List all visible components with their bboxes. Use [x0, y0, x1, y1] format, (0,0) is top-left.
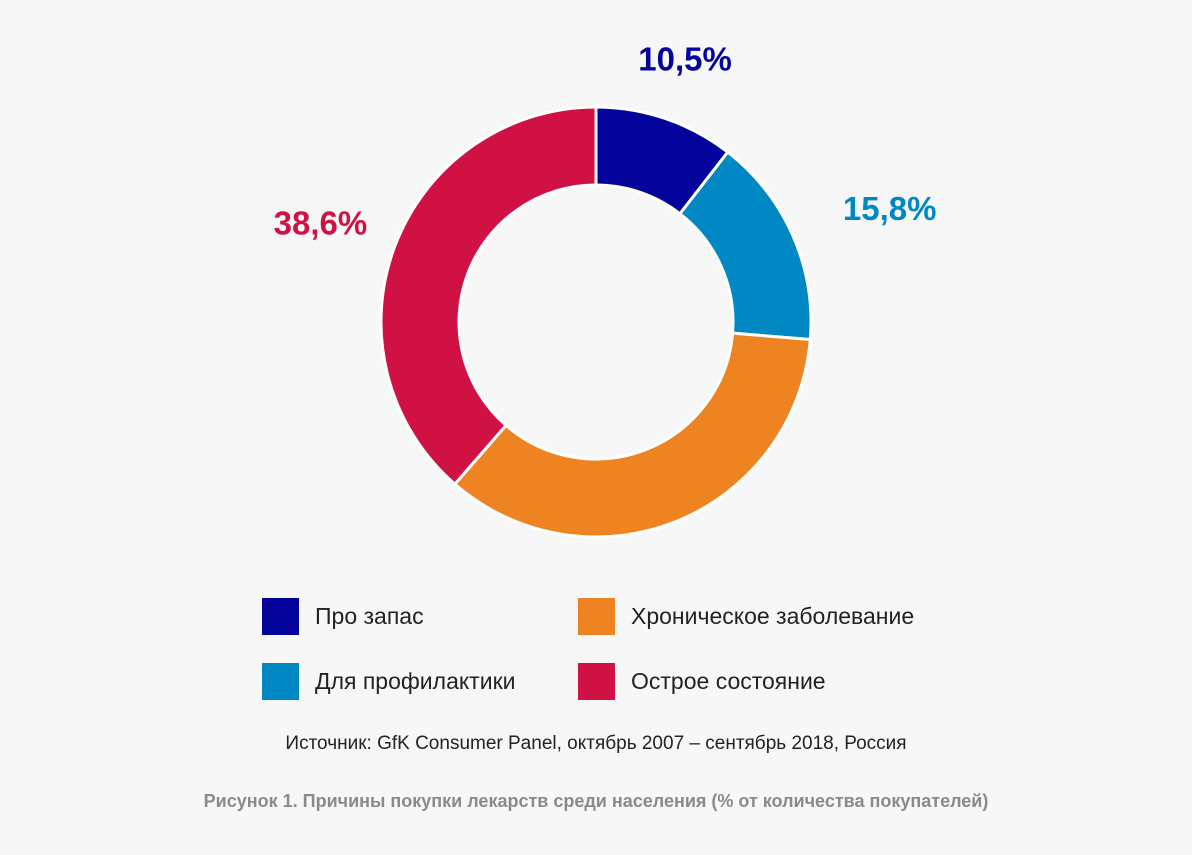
legend-label-acute: Острое состояние [631, 667, 826, 694]
legend-item-chronic: Хроническое заболевание [578, 597, 914, 635]
legend: Про запас Хроническое заболевание Для пр… [262, 597, 982, 701]
legend-swatch-stock [262, 597, 299, 635]
slice-value-label-stock: 10,5% [638, 41, 732, 78]
legend-item-stock: Про запас [262, 597, 424, 635]
legend-item-prevention: Для профилактики [262, 662, 515, 700]
donut-chart: 10,5%15,8%35,1%38,6% [274, 41, 937, 539]
legend-swatch-prevention [262, 662, 299, 700]
legend-swatch-chronic [578, 597, 615, 635]
legend-label-stock: Про запас [315, 602, 424, 629]
donut-chart-svg: 10,5%15,8%35,1%38,6% [274, 41, 937, 539]
figure-caption: Рисунок 1. Причины покупки лекарств сред… [203, 791, 989, 811]
donut-slice-chronic [452, 331, 812, 539]
source-note: Источник: GfK Consumer Panel, октябрь 20… [285, 733, 907, 754]
legend-swatch-acute [578, 662, 615, 700]
donut-slice-acute [379, 105, 598, 487]
legend-label-chronic: Хроническое заболевание [631, 602, 915, 629]
legend-label-prevention: Для профилактики [315, 667, 516, 694]
slice-value-label-prevention: 15,8% [843, 190, 937, 227]
legend-item-acute: Острое состояние [578, 662, 826, 700]
slice-value-label-acute: 38,6% [274, 204, 368, 241]
